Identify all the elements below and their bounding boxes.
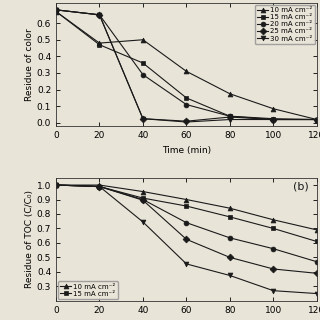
30 mA cm⁻² xyxy=(228,274,232,277)
15 mA cm⁻² xyxy=(98,43,101,47)
30 mA cm⁻² xyxy=(184,120,188,124)
30 mA cm⁻² xyxy=(54,183,58,187)
20 mA cm⁻² xyxy=(98,13,101,17)
10 mA cm⁻² xyxy=(54,10,58,13)
10 mA cm⁻² xyxy=(315,228,319,232)
X-axis label: Time (min): Time (min) xyxy=(162,146,211,155)
10 mA cm⁻² xyxy=(184,69,188,73)
30 mA cm⁻² xyxy=(54,8,58,12)
Line: 20 mA cm⁻²: 20 mA cm⁻² xyxy=(53,7,319,122)
15 mA cm⁻² xyxy=(228,114,232,118)
15 mA cm⁻² xyxy=(184,96,188,100)
10 mA cm⁻² xyxy=(271,218,275,222)
10 mA cm⁻² xyxy=(98,183,101,187)
30 mA cm⁻² xyxy=(228,118,232,122)
20 mA cm⁻² xyxy=(271,247,275,251)
25 mA cm⁻² xyxy=(315,118,319,122)
30 mA cm⁻² xyxy=(271,289,275,292)
15 mA cm⁻² xyxy=(54,183,58,187)
30 mA cm⁻² xyxy=(184,262,188,266)
10 mA cm⁻² xyxy=(98,41,101,45)
20 mA cm⁻² xyxy=(98,185,101,188)
20 mA cm⁻² xyxy=(184,103,188,107)
30 mA cm⁻² xyxy=(315,292,319,295)
30 mA cm⁻² xyxy=(141,220,145,224)
Line: 30 mA cm⁻²: 30 mA cm⁻² xyxy=(53,183,319,296)
Legend: 10 mA cm⁻², 15 mA cm⁻²: 10 mA cm⁻², 15 mA cm⁻² xyxy=(58,281,118,299)
Legend: 10 mA cm⁻², 15 mA cm⁻², 20 mA cm⁻², 25 mA cm⁻², 30 mA cm⁻²: 10 mA cm⁻², 15 mA cm⁻², 20 mA cm⁻², 25 m… xyxy=(255,5,315,44)
10 mA cm⁻² xyxy=(228,92,232,96)
Line: 20 mA cm⁻²: 20 mA cm⁻² xyxy=(53,183,319,264)
Text: (b): (b) xyxy=(293,181,309,191)
25 mA cm⁻² xyxy=(141,198,145,202)
25 mA cm⁻² xyxy=(271,118,275,122)
20 mA cm⁻² xyxy=(141,73,145,76)
10 mA cm⁻² xyxy=(271,107,275,111)
Line: 10 mA cm⁻²: 10 mA cm⁻² xyxy=(53,183,319,232)
10 mA cm⁻² xyxy=(315,118,319,122)
25 mA cm⁻² xyxy=(54,8,58,12)
30 mA cm⁻² xyxy=(98,13,101,17)
20 mA cm⁻² xyxy=(228,236,232,240)
15 mA cm⁻² xyxy=(54,10,58,13)
25 mA cm⁻² xyxy=(98,185,101,188)
15 mA cm⁻² xyxy=(141,61,145,65)
30 mA cm⁻² xyxy=(315,118,319,122)
Line: 15 mA cm⁻²: 15 mA cm⁻² xyxy=(53,9,319,122)
15 mA cm⁻² xyxy=(271,117,275,121)
20 mA cm⁻² xyxy=(228,114,232,118)
Line: 15 mA cm⁻²: 15 mA cm⁻² xyxy=(53,183,319,244)
20 mA cm⁻² xyxy=(184,221,188,225)
15 mA cm⁻² xyxy=(271,227,275,230)
30 mA cm⁻² xyxy=(98,185,101,188)
20 mA cm⁻² xyxy=(141,198,145,202)
25 mA cm⁻² xyxy=(228,255,232,259)
Line: 25 mA cm⁻²: 25 mA cm⁻² xyxy=(53,7,319,124)
Y-axis label: Residue of TOC (C/C₀): Residue of TOC (C/C₀) xyxy=(25,190,34,288)
25 mA cm⁻² xyxy=(141,117,145,121)
20 mA cm⁻² xyxy=(315,118,319,122)
15 mA cm⁻² xyxy=(315,240,319,244)
30 mA cm⁻² xyxy=(271,118,275,122)
25 mA cm⁻² xyxy=(271,267,275,271)
15 mA cm⁻² xyxy=(184,204,188,208)
15 mA cm⁻² xyxy=(228,215,232,219)
Line: 10 mA cm⁻²: 10 mA cm⁻² xyxy=(53,9,319,122)
20 mA cm⁻² xyxy=(54,8,58,12)
25 mA cm⁻² xyxy=(184,237,188,241)
10 mA cm⁻² xyxy=(54,183,58,187)
30 mA cm⁻² xyxy=(141,117,145,121)
20 mA cm⁻² xyxy=(271,118,275,122)
Line: 30 mA cm⁻²: 30 mA cm⁻² xyxy=(53,7,319,124)
Line: 25 mA cm⁻²: 25 mA cm⁻² xyxy=(53,183,319,276)
10 mA cm⁻² xyxy=(184,198,188,202)
20 mA cm⁻² xyxy=(315,260,319,264)
15 mA cm⁻² xyxy=(315,118,319,122)
20 mA cm⁻² xyxy=(54,183,58,187)
10 mA cm⁻² xyxy=(141,190,145,194)
25 mA cm⁻² xyxy=(54,183,58,187)
15 mA cm⁻² xyxy=(141,196,145,200)
10 mA cm⁻² xyxy=(141,38,145,42)
25 mA cm⁻² xyxy=(98,13,101,17)
10 mA cm⁻² xyxy=(228,206,232,210)
15 mA cm⁻² xyxy=(98,185,101,188)
Y-axis label: Residue of color: Residue of color xyxy=(25,28,34,101)
25 mA cm⁻² xyxy=(184,119,188,123)
25 mA cm⁻² xyxy=(228,115,232,119)
25 mA cm⁻² xyxy=(315,271,319,275)
